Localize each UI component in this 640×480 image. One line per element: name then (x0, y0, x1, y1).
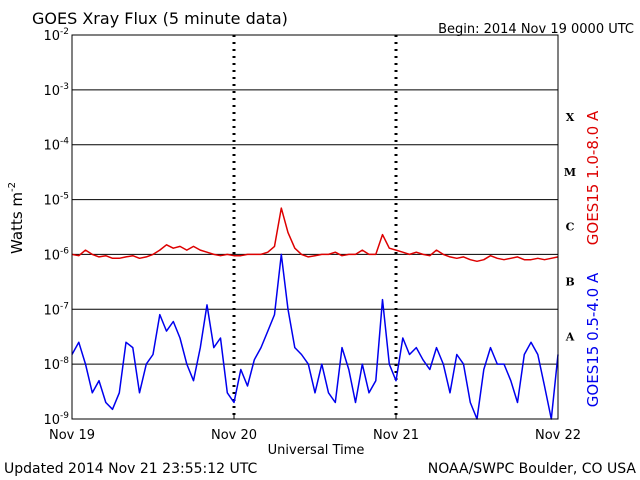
y-tick-label: 10-3 (43, 82, 69, 99)
noaa-credit: NOAA/SWPC Boulder, CO USA (428, 461, 637, 477)
flare-class-x: X (566, 111, 575, 124)
y-tick-label: 10-9 (43, 411, 69, 428)
x-tick-label: Nov 22 (535, 428, 581, 443)
chart-title: GOES Xray Flux (5 minute data) (32, 9, 288, 28)
y-tick-label: 10-4 (43, 137, 69, 154)
flare-class-c: C (566, 221, 575, 234)
series-line-1 (71, 207, 559, 263)
y-axis-label-exponent: -2 (7, 182, 18, 192)
legend-series-2: GOES15 0.5-4.0 A (584, 272, 602, 407)
y-tick-label: 10-2 (43, 27, 69, 44)
flare-class-labels: A B C M X (564, 111, 576, 343)
plot-frame (71, 34, 559, 420)
flare-class-a: A (565, 330, 575, 343)
x-tick-label: Nov 19 (49, 428, 95, 443)
legend-series-1: GOES15 1.0-8.0 A (584, 110, 602, 245)
y-tick-label: 10-6 (43, 246, 69, 263)
x-axis-label: Universal Time (268, 443, 365, 458)
y-tick-label: 10-5 (43, 192, 69, 209)
y-axis-label-text: Watts m (8, 192, 26, 254)
flare-class-m: M (564, 166, 576, 179)
updated-timestamp: Updated 2014 Nov 21 23:55:12 UTC (4, 461, 257, 477)
x-tick-label: Nov 20 (211, 428, 257, 443)
x-tick-label: Nov 21 (373, 428, 419, 443)
y-tick-label: 10-8 (43, 356, 69, 373)
y-axis-label: Watts m-2 (7, 182, 26, 254)
begin-date-label: Begin: 2014 Nov 19 0000 UTC (438, 22, 634, 37)
flare-class-b: B (565, 276, 574, 289)
y-axis-ticks: 10-9 10-8 10-7 10-6 10-5 10-4 10-3 10-2 (43, 27, 69, 428)
y-tick-label: 10-7 (43, 301, 69, 318)
x-axis-ticks: Nov 19 Nov 20 Nov 21 Nov 22 (49, 413, 581, 443)
